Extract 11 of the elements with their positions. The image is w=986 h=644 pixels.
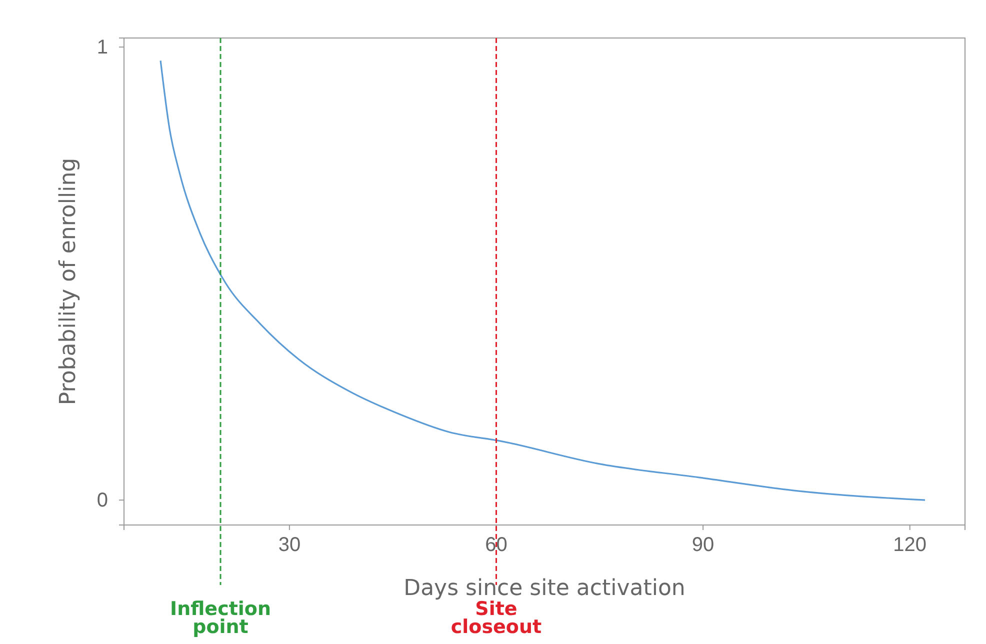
x-tick-label: 60 [485,534,508,556]
line-series [160,60,926,501]
x-tick-label: 90 [692,534,714,556]
ref-line-label: Inflection point [170,598,272,638]
y-axis-title: Probability of enrolling [56,158,81,406]
x-tick-label: 30 [278,534,301,556]
ref-line-label: Site closeout [450,598,542,638]
y-tick-label: 0 [96,489,108,512]
x-tick-label: 120 [893,534,927,556]
x-axis-title: Days since site activation [404,576,686,601]
y-tick-label: 1 [96,36,108,58]
